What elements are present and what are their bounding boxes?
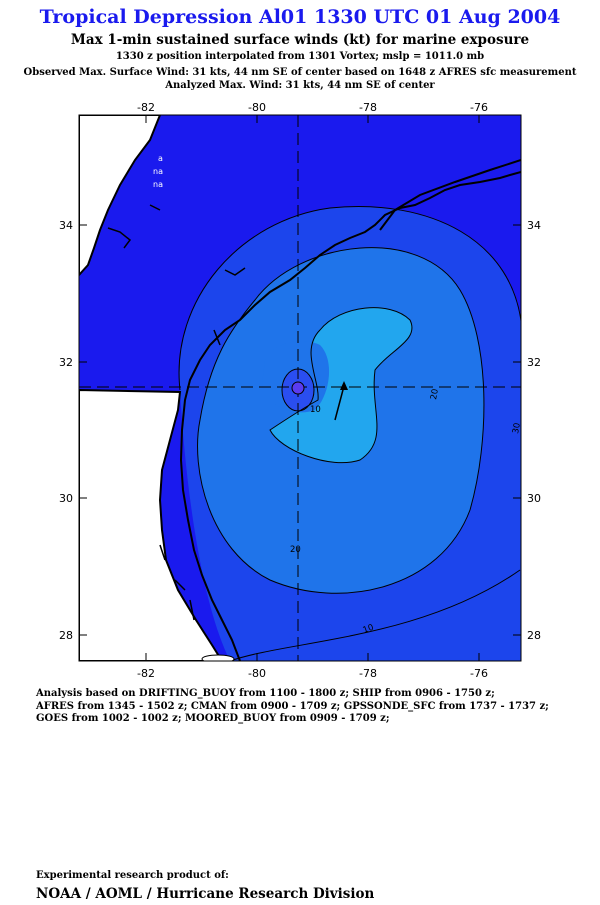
contour-label: 10 [310, 405, 321, 415]
contour-label: 30 [511, 422, 523, 434]
max-wind-vector [334, 385, 345, 421]
lat-tick-label-right: 34 [527, 219, 541, 232]
contour-label: 20 [290, 545, 301, 555]
lon-tick-label-top: -76 [470, 101, 488, 114]
coastline-outer-banks [379, 159, 521, 231]
lon-tick-label-bottom: -82 [137, 667, 155, 680]
contour-label: 10 [362, 623, 376, 636]
analysis-line: Analysis based on DRIFTING_BUOY from 110… [36, 688, 495, 699]
contour-label: 20 [429, 388, 441, 400]
lon-tick-label-top: -80 [248, 101, 266, 114]
lat-tick-label-right: 28 [527, 629, 541, 642]
land-carolinas [79, 115, 162, 277]
lat-tick-label-left: 32 [59, 356, 73, 369]
map-frame [78, 114, 522, 662]
max-wind-arrowhead [340, 381, 348, 390]
no-data-label: na [153, 180, 163, 189]
contour-line-30 [269, 307, 413, 464]
no-data-label: na [153, 167, 163, 176]
contour-line-10 [178, 206, 521, 391]
lat-tick-label-left: 30 [59, 492, 73, 505]
lat-tick-label-left: 28 [59, 629, 73, 642]
coastline [179, 171, 521, 661]
analysis-line: AFRES from 1345 - 1502 z; CMAN from 0900… [36, 700, 549, 712]
contour-line-20 [197, 247, 485, 594]
lat-tick-label-right: 30 [527, 492, 541, 505]
lon-tick-label-bottom: -78 [359, 667, 377, 680]
map-title: Tropical Depression Al01 1330 UTC 01 Aug… [39, 6, 561, 28]
lat-tick-label-left: 34 [59, 219, 73, 232]
map-subtitle: Max 1-min sustained surface winds (kt) f… [70, 32, 530, 48]
lon-tick-label-top: -78 [359, 101, 377, 114]
lat-tick-label-right: 32 [527, 356, 541, 369]
position-note: 1330 z position interpolated from 1301 V… [115, 51, 485, 62]
lon-tick-label-top: -82 [137, 101, 155, 114]
observed-max-wind: Observed Max. Surface Wind: 31 kts, 44 n… [23, 67, 577, 78]
lon-tick-label-bottom: -76 [470, 667, 488, 680]
analysis-line: GOES from 1002 - 1002 z; MOORED_BUOY fro… [36, 713, 390, 724]
storm-center-marker [291, 381, 305, 395]
wind-analysis-map: a na na 10 20 20 30 10 -82 -80 -78 -76 -… [59, 101, 541, 680]
coastline-sounds [107, 204, 246, 621]
analysis-sources: Analysis based on DRIFTING_BUOY from 110… [36, 688, 549, 726]
no-data-label: a [158, 154, 163, 163]
island-bottom [201, 654, 235, 661]
organization-name: NOAA / AOML / Hurricane Research Divisio… [36, 886, 375, 902]
lon-tick-label-bottom: -80 [248, 667, 266, 680]
product-note: Experimental research product of: [36, 870, 229, 881]
axis-ticks [79, 115, 521, 661]
analyzed-max-wind: Analyzed Max. Wind: 31 kts, 44 nm SE of … [165, 80, 435, 91]
